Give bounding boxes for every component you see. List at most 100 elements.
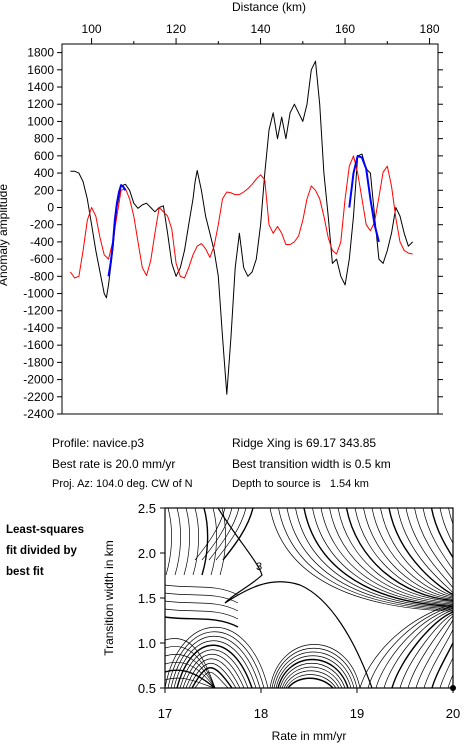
profile-y-tick-label: -2400 — [23, 407, 54, 421]
contour-line — [383, 609, 453, 688]
contour-line — [380, 508, 453, 596]
contour-line — [165, 600, 239, 612]
contour-y-tick-label: 0.5 — [138, 681, 156, 696]
contour-level-label: 3 — [256, 561, 262, 573]
projection-azimuth-text: Proj. Az: 104.0 deg. CW of N — [52, 478, 193, 490]
contour-line — [295, 508, 453, 608]
profile-x-tick-label: 160 — [335, 22, 355, 36]
contour-line — [183, 508, 190, 576]
contour-x-tick-label: 19 — [350, 706, 364, 721]
misfit-note-line-1: Least-squares — [6, 524, 84, 536]
misfit-contour-chart: 3 17 18 19 20 0.5 1.0 1.5 2.0 2.5 Rate in mm/yr… — [102, 501, 460, 743]
ridge-crossing-text: Ridge Xing is 69.17 343.85 — [232, 436, 377, 450]
contour-line — [194, 508, 226, 561]
series-model — [69, 155, 413, 279]
profile-y-tick-label: -2200 — [23, 390, 54, 404]
contour-line — [167, 631, 265, 688]
misfit-note-line-2: fit divided by — [6, 545, 77, 557]
contour-line — [269, 508, 453, 612]
profile-y-tick-label: -1200 — [23, 304, 54, 318]
profile-x-tick-label: 140 — [251, 22, 271, 36]
contour-line — [275, 655, 352, 688]
contour-line — [165, 677, 216, 688]
contour-line — [405, 508, 453, 592]
contour-line — [422, 508, 453, 590]
profile-chart: Distance (km) 100 120 140 160 180 1800 1600 14… — [0, 0, 443, 421]
profile-y-tick-label: 1600 — [27, 63, 54, 77]
contour-line — [201, 508, 233, 561]
contour-line — [188, 662, 237, 688]
contour-line — [423, 620, 453, 688]
contour-line — [359, 603, 453, 688]
contour-line — [279, 663, 346, 688]
contour-x-tick-label: 17 — [158, 706, 172, 721]
contour-line — [174, 508, 181, 576]
profile-y-tick-label: -1400 — [23, 321, 54, 335]
contour-line — [391, 611, 453, 688]
contour-line — [285, 674, 337, 688]
contour-line — [414, 508, 453, 591]
contour-line — [278, 508, 453, 611]
contour-line — [397, 508, 453, 594]
contour-line — [388, 508, 453, 596]
contour-line — [165, 638, 216, 688]
contour-line — [194, 671, 229, 688]
contour-line — [320, 508, 453, 605]
profile-series — [69, 60, 414, 395]
contour-x-ticks: 17 18 19 20 — [158, 688, 460, 721]
profile-y-axis-label: Anomaly amplitude — [0, 184, 10, 286]
contour-line — [399, 613, 453, 688]
contour-line — [185, 658, 241, 688]
contour-line — [165, 616, 239, 628]
contour-line — [210, 508, 217, 576]
contour-line — [354, 508, 453, 600]
contour-line — [447, 625, 453, 688]
profile-y-tick-label: 200 — [34, 183, 54, 197]
contour-line — [222, 508, 254, 561]
contour-y-tick-label: 1.5 — [138, 591, 156, 606]
contour-line — [165, 646, 216, 688]
contour-line — [273, 651, 355, 688]
contour-x-axis-label: Rate in mm/yr — [272, 729, 347, 743]
profile-y-tick-label: 400 — [34, 166, 54, 180]
contour-line — [312, 508, 453, 606]
best-rate-text: Best rate is 20.0 mm/yr — [52, 457, 176, 471]
profile-y-tick-label: -2000 — [23, 373, 54, 387]
contour-line — [303, 508, 453, 608]
contour-line — [165, 662, 216, 688]
contour-line — [283, 670, 340, 688]
profile-y-tick-label: 1800 — [27, 46, 54, 60]
contour-line — [375, 607, 453, 688]
contour-x-tick-label: 20 — [446, 706, 460, 721]
series-fit-window-2 — [348, 154, 380, 243]
contour-line — [165, 626, 269, 688]
profile-y-ticks: 1800 1600 1400 1200 1000 800 600 400 200 0 -200 -40… — [23, 46, 443, 421]
profile-y-tick-label: 1000 — [27, 114, 54, 128]
source-depth-text: Depth to source is 1.54 km — [232, 478, 369, 490]
contour-line — [367, 605, 453, 688]
contour-line — [329, 508, 453, 604]
profile-y-tick-label: -400 — [30, 235, 54, 249]
profile-x-tick-label: 120 — [166, 22, 186, 36]
series-observed — [70, 60, 414, 395]
contour-y-ticks: 0.5 1.0 1.5 2.0 2.5 — [138, 501, 165, 696]
contour-line — [286, 508, 453, 610]
contour-line — [439, 508, 453, 588]
contour-lines — [165, 508, 453, 688]
contour-line — [170, 636, 261, 688]
profile-y-tick-label: 1400 — [27, 80, 54, 94]
contour-line — [182, 653, 245, 688]
profile-y-tick-label: 1200 — [27, 97, 54, 111]
profile-y-tick-label: 600 — [34, 149, 54, 163]
contour-line — [281, 666, 343, 688]
contour-line — [165, 508, 172, 576]
contour-line — [345, 508, 453, 602]
contour-line — [165, 584, 239, 596]
contour-y-tick-label: 1.0 — [138, 636, 156, 651]
contour-line — [337, 508, 453, 602]
contour-line — [179, 649, 249, 688]
contour-y-axis-label: Transition width in km — [102, 540, 116, 656]
profile-x-tick-label: 100 — [82, 22, 102, 36]
misfit-note-line-3: best fit — [6, 566, 44, 578]
